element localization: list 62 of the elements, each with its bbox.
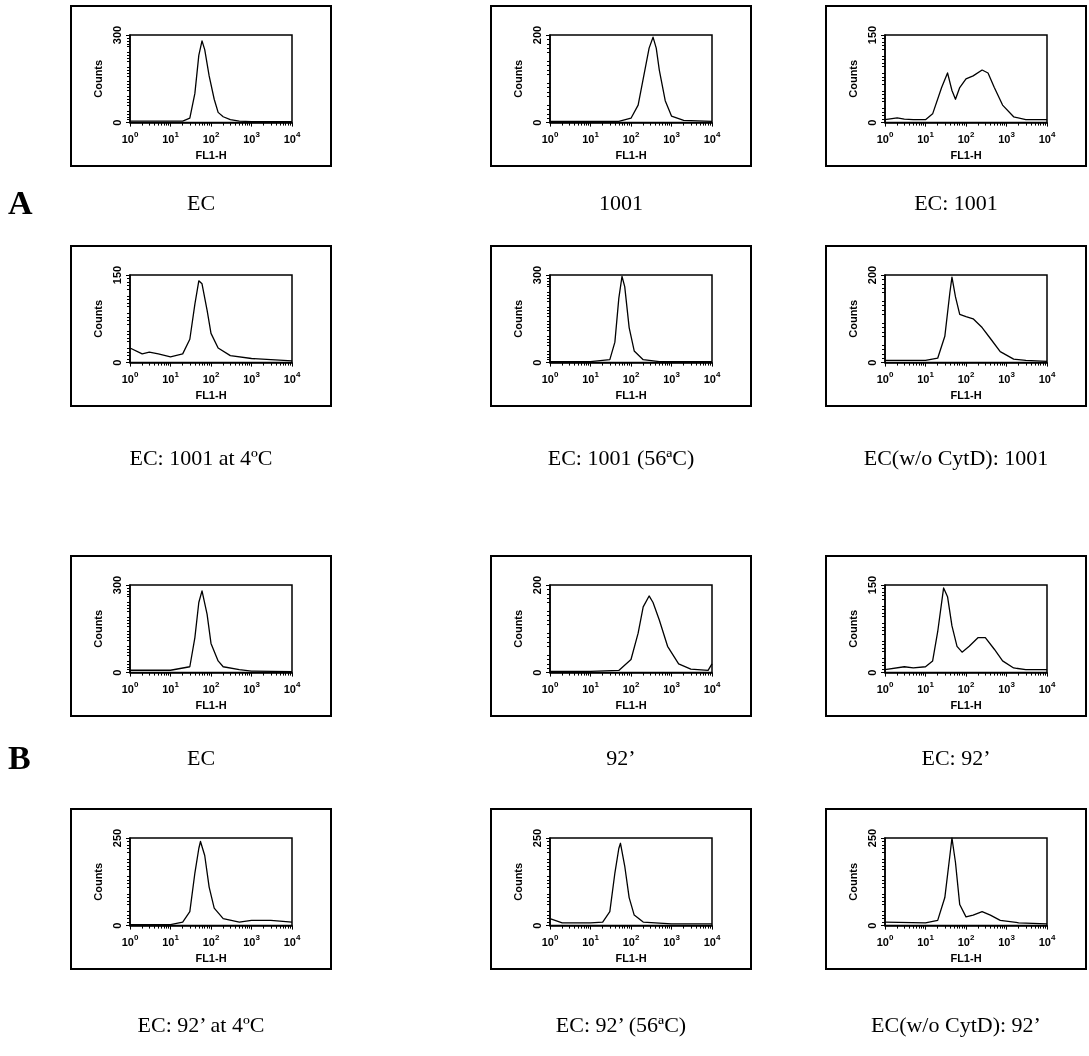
y-tick-label: 200: [530, 575, 543, 595]
x-axis-title: FL1-H: [615, 951, 647, 964]
y-axis-title: Counts: [846, 59, 859, 98]
x-axis-title: FL1-H: [195, 698, 227, 711]
text: EC: 1001 at 4ºC: [128, 445, 274, 471]
y-tick-label: 250: [110, 828, 123, 848]
text: EC: 92’: [920, 745, 992, 771]
text: EC: [185, 190, 217, 216]
y-tick-label: 150: [865, 575, 878, 595]
text: A: [8, 184, 33, 222]
y-axis-title: Counts: [511, 299, 524, 338]
y-tick-label: 0: [110, 922, 123, 929]
text: EC: 92’ (56ªC): [554, 1012, 688, 1038]
y-axis-title: Counts: [846, 862, 859, 901]
x-axis-title: FL1-H: [195, 951, 227, 964]
y-axis-title: Counts: [846, 299, 859, 338]
x-axis-title: FL1-H: [615, 148, 647, 161]
y-axis-title: Counts: [91, 59, 104, 98]
x-axis-title: FL1-H: [195, 388, 227, 401]
y-tick-label: 200: [530, 25, 543, 45]
y-tick-label: 0: [530, 669, 543, 676]
y-axis-title: Counts: [91, 609, 104, 648]
y-axis-title: Counts: [511, 609, 524, 648]
text: EC: 92’ at 4ºC: [136, 1012, 266, 1038]
y-tick-label: 250: [530, 828, 543, 848]
text: B: [8, 739, 31, 777]
x-axis-title: FL1-H: [950, 148, 982, 161]
text: 1001: [598, 190, 644, 216]
y-tick-label: 0: [530, 922, 543, 929]
y-tick-label: 300: [530, 265, 543, 285]
y-tick-label: 0: [865, 669, 878, 676]
x-axis-title: FL1-H: [615, 698, 647, 711]
y-tick-label: 0: [865, 922, 878, 929]
y-tick-label: 0: [110, 359, 123, 366]
y-tick-label: 0: [530, 359, 543, 366]
y-axis-title: Counts: [91, 299, 104, 338]
text: EC(w/o CytD): 92’: [870, 1012, 1042, 1038]
x-axis-title: FL1-H: [615, 388, 647, 401]
y-tick-label: 150: [865, 25, 878, 45]
text: EC: 1001: [913, 190, 999, 216]
x-axis-title: FL1-H: [195, 148, 227, 161]
text: 92’: [605, 745, 637, 771]
y-tick-label: 0: [110, 119, 123, 126]
y-tick-label: 250: [865, 828, 878, 848]
text: EC: 1001 (56ªC): [546, 445, 696, 471]
y-tick-label: 200: [865, 265, 878, 285]
x-axis-title: FL1-H: [950, 388, 982, 401]
text: EC(w/o CytD): 1001: [862, 445, 1050, 471]
y-tick-label: 0: [110, 669, 123, 676]
y-tick-label: 150: [110, 265, 123, 285]
y-axis-title: Counts: [511, 59, 524, 98]
y-tick-label: 300: [110, 25, 123, 45]
text: EC: [185, 745, 217, 771]
y-tick-label: 0: [865, 119, 878, 126]
y-tick-label: 0: [865, 359, 878, 366]
y-tick-label: 0: [530, 119, 543, 126]
y-axis-title: Counts: [511, 862, 524, 901]
x-axis-title: FL1-H: [950, 698, 982, 711]
x-axis-title: FL1-H: [950, 951, 982, 964]
y-axis-title: Counts: [91, 862, 104, 901]
y-axis-title: Counts: [846, 609, 859, 648]
y-tick-label: 300: [110, 575, 123, 595]
